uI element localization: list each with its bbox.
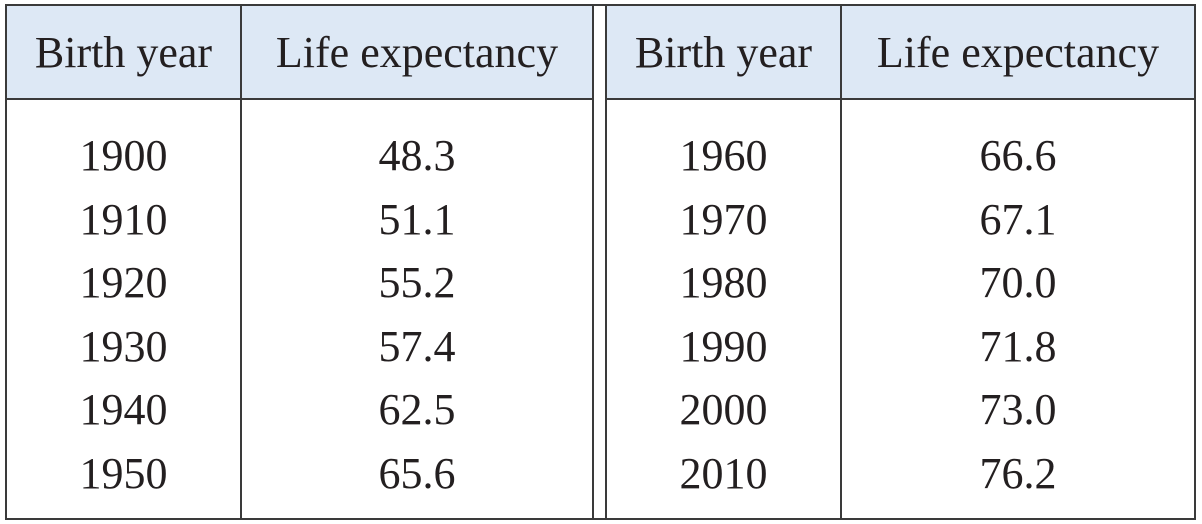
life-expectancy-column-left: Life expectancy 48.3 51.1 55.2 57.4 62.5…: [242, 6, 592, 518]
life-expectancy-cell: 66.6: [979, 131, 1057, 181]
birth-year-cell: 1970: [679, 194, 768, 244]
life-expectancy-cell: 71.8: [979, 321, 1057, 371]
birth-year-column-right: Birth year 1960 1970 1980 1990 2000 2010: [607, 6, 842, 518]
life-expectancy-cell: 55.2: [378, 258, 456, 308]
birth-year-cell: 1990: [679, 321, 768, 371]
birth-year-cell: 1950: [79, 448, 168, 498]
birth-year-cell: 2010: [679, 448, 768, 498]
life-expectancy-header-left: Life expectancy: [242, 6, 592, 100]
life-expectancy-cell: 70.0: [979, 258, 1057, 308]
table-left-half: Birth year 1900 1910 1920 1930 1940 1950…: [7, 6, 594, 518]
life-expectancy-header-right: Life expectancy: [842, 6, 1194, 100]
life-expectancy-column-right: Life expectancy 66.6 67.1 70.0 71.8 73.0…: [842, 6, 1194, 518]
life-expectancy-cell: 76.2: [979, 448, 1057, 498]
birth-year-header-left: Birth year: [7, 6, 240, 100]
life-expectancy-cell: 73.0: [979, 385, 1057, 435]
life-expectancy-cell: 67.1: [979, 194, 1057, 244]
birth-year-cell: 1940: [79, 385, 168, 435]
birth-year-cell: 1930: [79, 321, 168, 371]
life-expectancy-cell: 48.3: [378, 131, 456, 181]
life-expectancy-cell: 57.4: [378, 321, 456, 371]
birth-year-column-left: Birth year 1900 1910 1920 1930 1940 1950: [7, 6, 242, 518]
birth-year-cell: 1920: [79, 258, 168, 308]
birth-year-cell: 1960: [679, 131, 768, 181]
birth-year-cell: 1900: [79, 131, 168, 181]
life-expectancy-cell: 62.5: [378, 385, 456, 435]
life-expectancy-table: Birth year 1900 1910 1920 1930 1940 1950…: [5, 4, 1196, 520]
birth-year-cell: 1910: [79, 194, 168, 244]
birth-year-header-right: Birth year: [607, 6, 840, 100]
table-divider: [594, 6, 607, 518]
table-right-half: Birth year 1960 1970 1980 1990 2000 2010…: [607, 6, 1194, 518]
birth-year-cell: 2000: [679, 385, 768, 435]
life-expectancy-cell: 65.6: [378, 448, 456, 498]
life-expectancy-cell: 51.1: [378, 194, 456, 244]
birth-year-cell: 1980: [679, 258, 768, 308]
